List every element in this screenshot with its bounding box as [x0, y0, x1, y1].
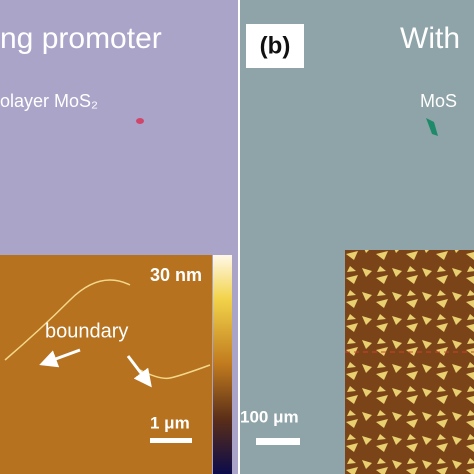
- afm-inset: [0, 255, 212, 474]
- scale-bar: [256, 438, 300, 445]
- annotation: boundary: [45, 320, 128, 342]
- colorbar-label: 30 nm: [150, 265, 202, 285]
- colorbar: [213, 255, 232, 474]
- scale-bar: [150, 438, 192, 443]
- afm-inset: [345, 250, 474, 474]
- arrow: [126, 355, 152, 388]
- panel-a-title: ng promoter: [0, 22, 162, 55]
- scale-bar-label: 1 μm: [150, 413, 190, 432]
- label-box: [246, 24, 304, 68]
- flake: [426, 118, 438, 136]
- sample-label: MoS: [420, 91, 457, 111]
- panel-b-title: With: [400, 22, 460, 55]
- arrow: [39, 348, 81, 368]
- sample-label: olayer MoS₂: [0, 91, 98, 111]
- flake: [136, 118, 144, 124]
- panel-label: (b): [260, 32, 291, 59]
- scale-bar-label: 100 μm: [240, 407, 299, 426]
